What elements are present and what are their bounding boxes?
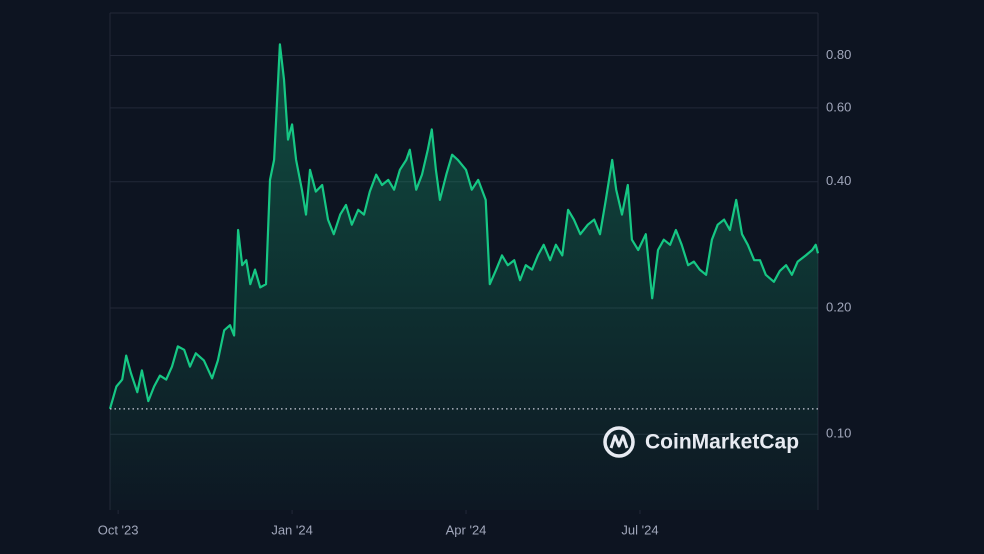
logo-icon	[609, 434, 629, 449]
y-tick-label: 0.20	[826, 299, 851, 314]
y-tick-label: 0.40	[826, 173, 851, 188]
y-tick-label: 0.60	[826, 99, 851, 114]
logo-icon	[603, 426, 635, 458]
y-tick-label: 0.80	[826, 47, 851, 62]
y-tick-label: 0.10	[826, 426, 851, 441]
watermark: CoinMarketCap	[603, 426, 799, 458]
logo-text: CoinMarketCap	[645, 431, 799, 454]
x-tick-label: Apr '24	[446, 522, 487, 537]
price-area	[110, 44, 818, 511]
x-tick-label: Jan '24	[271, 522, 313, 537]
x-tick-label: Jul '24	[621, 522, 658, 537]
price-line	[108, 43, 820, 410]
x-tick-label: Oct '23	[98, 522, 139, 537]
